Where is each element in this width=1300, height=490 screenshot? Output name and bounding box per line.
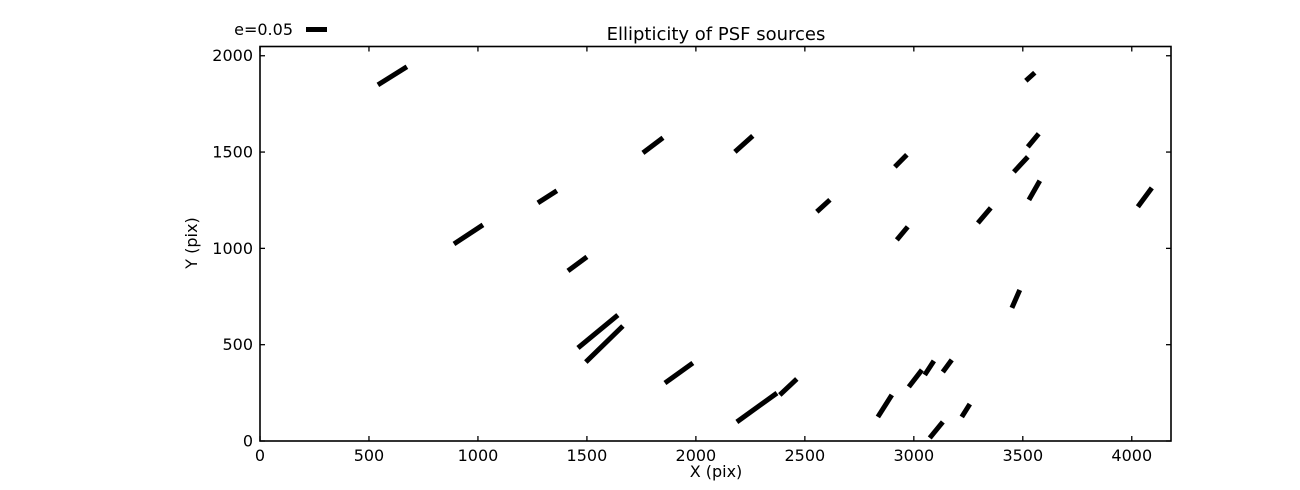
ellipticity-segment xyxy=(959,402,972,419)
y-tick-label: 1500 xyxy=(212,143,253,162)
ellipticity-sticks xyxy=(376,64,1154,440)
ellipticity-segment xyxy=(1024,70,1037,83)
axis-tick-labels: 0 500 1000 1500 2000 2500 3000 3500 4000 0 500 1000… xyxy=(212,46,1152,465)
ellipticity-segment xyxy=(893,152,909,169)
x-tick-label: 2000 xyxy=(676,446,717,465)
y-tick-label: 1000 xyxy=(212,239,253,258)
ellipticity-segment xyxy=(815,197,832,214)
x-tick-label: 3000 xyxy=(893,446,934,465)
axes-frame xyxy=(259,45,1172,442)
ellipticity-segment xyxy=(733,134,755,154)
ellipticity-segment xyxy=(778,377,799,397)
x-tick-label: 3500 xyxy=(1002,446,1043,465)
x-tick-label: 4000 xyxy=(1111,446,1152,465)
ellipticity-segment xyxy=(1026,179,1042,202)
ellipticity-segment xyxy=(576,313,620,350)
ellipticity-segment xyxy=(1009,288,1023,309)
axis-ticks xyxy=(259,46,1171,442)
ellipticity-segment xyxy=(566,254,589,273)
x-tick-label: 1000 xyxy=(458,446,499,465)
x-tick-label: 2500 xyxy=(784,446,825,465)
ellipticity-segment xyxy=(641,135,665,155)
ellipticity-segment xyxy=(376,64,409,87)
plot-title: Ellipticity of PSF sources xyxy=(607,24,826,45)
ellipticity-segment xyxy=(1135,186,1154,209)
y-axis-label: Y (pix) xyxy=(182,217,201,269)
ellipticity-segment xyxy=(922,359,936,377)
ellipticity-segment xyxy=(927,420,945,440)
ellipticity-segment xyxy=(940,358,954,374)
legend: e=0.05 xyxy=(234,20,327,39)
x-tick-label: 1500 xyxy=(567,446,608,465)
ellipticity-segment xyxy=(536,188,559,206)
ellipticity-segment xyxy=(875,393,894,419)
ellipticity-segment xyxy=(1012,155,1030,174)
x-axis-label: X (pix) xyxy=(690,462,743,481)
ellipticity-segment xyxy=(663,360,695,386)
y-tick-label: 0 xyxy=(243,432,253,451)
y-tick-label: 2000 xyxy=(212,46,253,65)
ellipticity-segment xyxy=(1025,132,1041,149)
ellipticity-segment xyxy=(584,324,625,364)
ellipticity-segment xyxy=(906,368,924,389)
y-tick-label: 500 xyxy=(222,335,253,354)
legend-label: e=0.05 xyxy=(234,20,293,39)
ellipticity-segment xyxy=(894,225,910,242)
ellipticity-segment xyxy=(976,206,993,225)
x-tick-label: 0 xyxy=(255,446,265,465)
ellipticity-segment xyxy=(735,391,779,424)
ellipticity-segment xyxy=(452,222,485,247)
x-tick-label: 500 xyxy=(354,446,385,465)
